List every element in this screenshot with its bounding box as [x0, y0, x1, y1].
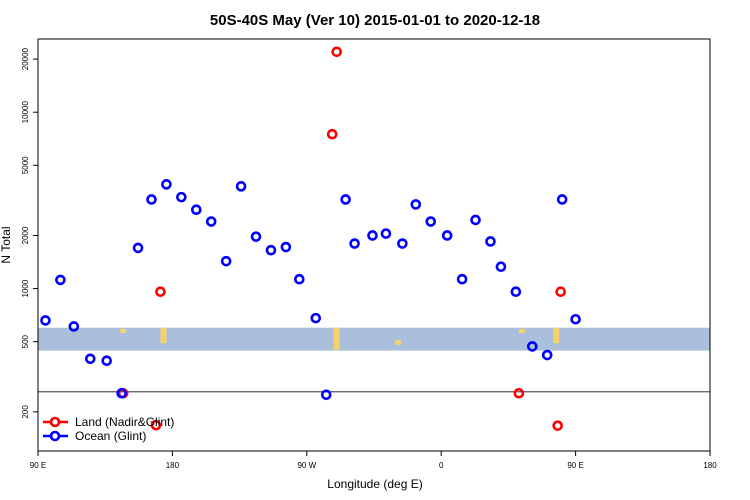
ocean-point: [570, 313, 581, 325]
blue-band: [38, 327, 710, 351]
land-point: [331, 46, 342, 58]
ocean-point: [146, 194, 157, 205]
ocean-point: [349, 238, 360, 249]
legend-marker: [49, 416, 61, 428]
ocean-point: [176, 191, 187, 203]
ocean-point: [340, 194, 351, 205]
chart-title: 50S-40S May (Ver 10) 2015-01-01 to 2020-…: [210, 12, 540, 29]
ocean-point: [526, 341, 538, 352]
legend-label: Land (Nadir&Glint): [75, 415, 174, 429]
legend-marker: [49, 430, 61, 442]
land-point: [326, 128, 338, 140]
ocean-point: [220, 255, 232, 267]
y-axis-label: N Total: [0, 226, 13, 263]
plot-frame: [37, 38, 711, 452]
land-patch: [333, 327, 340, 350]
y-tick-label: 500: [21, 334, 30, 348]
ocean-point: [310, 312, 322, 324]
highlight-band: [38, 327, 710, 351]
y-tick-label: 10000: [21, 101, 30, 124]
axes: 90 E 180 90 W 0 90 E 180 200 500 1000 2000 5000 100…: [21, 38, 717, 470]
y-tick-label: 200: [21, 405, 30, 419]
land-patch: [160, 327, 167, 344]
plot-background: [38, 39, 710, 451]
x-tick-label: 90 E: [30, 461, 46, 470]
land-point: [155, 286, 166, 298]
y-tick-label: 20000: [21, 47, 30, 70]
land-patches: [120, 327, 560, 350]
x-tick-label: 90 E: [567, 461, 583, 470]
land-patch: [553, 327, 560, 344]
ocean-point: [510, 286, 522, 298]
x-axis-label: Longitude (deg E): [327, 477, 422, 491]
ocean-point: [320, 389, 332, 401]
ocean-point: [280, 241, 292, 253]
land-point: [552, 420, 563, 431]
y-tick-label: 2000: [21, 226, 30, 244]
data-points: [40, 46, 581, 431]
ocean-point: [456, 273, 468, 285]
land-patch: [518, 328, 525, 333]
legend: Land (Nadir&Glint)Ocean (Glint): [43, 415, 174, 443]
ocean-point: [495, 261, 507, 273]
ocean-point: [397, 238, 408, 249]
ocean-point: [190, 204, 202, 216]
ocean-point: [161, 179, 172, 190]
land-point: [513, 387, 525, 399]
land-point: [150, 419, 162, 431]
ocean-point: [441, 230, 453, 241]
ocean-point: [205, 216, 217, 227]
plot-area: [38, 39, 710, 451]
ocean-point: [101, 355, 112, 367]
y-tick-label: 5000: [21, 156, 30, 174]
ocean-point: [68, 321, 80, 332]
ocean-point: [84, 353, 96, 365]
land-patch: [394, 340, 401, 345]
ocean-point: [470, 214, 481, 226]
ocean-point: [294, 273, 305, 285]
ocean-point: [265, 244, 277, 256]
ocean-point: [380, 228, 392, 239]
y-tick-label: 1000: [21, 279, 30, 297]
ocean-point: [132, 242, 144, 254]
x-tick-label: 90 W: [297, 461, 316, 470]
ocean-point: [541, 349, 553, 361]
x-tick-label: 180: [703, 461, 717, 470]
land-patch: [120, 328, 127, 333]
ocean-point: [410, 199, 422, 210]
x-tick-label: 180: [166, 461, 180, 470]
ocean-point: [55, 274, 66, 286]
ocean-point: [485, 236, 496, 247]
legend-label: Ocean (Glint): [75, 429, 146, 443]
ocean-point: [40, 315, 51, 326]
ocean-point: [235, 181, 247, 192]
ocean-point: [250, 231, 262, 242]
ocean-point: [556, 194, 568, 205]
ocean-point: [116, 387, 127, 399]
x-tick-label: 0: [439, 461, 444, 470]
ocean-point: [367, 230, 378, 241]
land-point: [555, 286, 566, 298]
ocean-point: [425, 216, 437, 227]
